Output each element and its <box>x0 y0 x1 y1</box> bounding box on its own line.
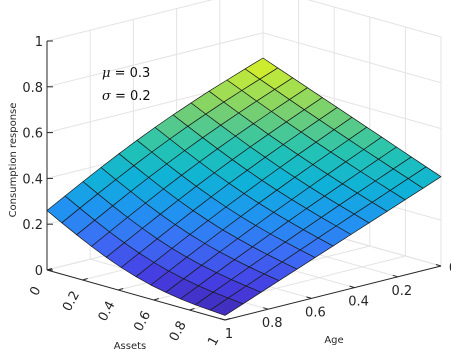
z-tick-label: 1 <box>35 35 43 50</box>
y-tick-mark <box>349 285 355 289</box>
x-tick-label: 1 <box>205 334 222 348</box>
x-tick-label: 0.8 <box>167 319 190 344</box>
x-tick-mark <box>118 288 124 291</box>
y-tick-mark <box>392 274 398 278</box>
surface-cell <box>209 297 244 316</box>
sigma-annotation: σ = 0.2 <box>102 89 151 104</box>
axes <box>46 40 442 321</box>
sigma-value: = 0.2 <box>111 89 151 104</box>
gridline-back-wall <box>46 32 264 88</box>
y-axis-title: Age <box>324 335 343 346</box>
x-tick-label: 0.6 <box>131 309 154 334</box>
z-tick-label: 0.8 <box>22 81 43 96</box>
gridline-right-wall <box>307 0 442 38</box>
y-tick-label: 0.8 <box>262 316 283 331</box>
y-tick-label: 0.4 <box>348 295 369 310</box>
gridline-back-wall <box>46 0 214 42</box>
z-tick-label: 0.4 <box>22 172 43 187</box>
z-axis-title: Consumption response <box>8 103 19 218</box>
x-tick-mark <box>153 298 159 301</box>
y-axis-line <box>224 265 442 321</box>
z-tick-label: 0 <box>35 264 43 279</box>
z-tick-label: 0.2 <box>22 218 43 233</box>
x-axis-line <box>46 269 226 321</box>
x-tick-label: 0.4 <box>96 299 119 324</box>
y-tick-mark <box>435 264 442 267</box>
surface <box>46 57 442 316</box>
mu-symbol: μ <box>102 66 110 81</box>
mu-value: = 0.3 <box>110 66 150 81</box>
y-tick-mark <box>219 318 226 321</box>
z-tick-label: 0.6 <box>22 127 43 142</box>
y-tick-label: 0.2 <box>391 284 412 299</box>
x-tick-mark <box>224 318 231 321</box>
x-tick-label: 0 <box>27 284 44 298</box>
sigma-symbol: σ <box>102 89 112 104</box>
x-tick-mark <box>189 308 195 311</box>
x-tick-mark <box>82 278 88 281</box>
gridline-right-wall <box>262 32 442 84</box>
y-tick-label: 0.6 <box>305 305 326 320</box>
x-tick-mark <box>46 268 53 271</box>
y-tick-label-corner: 0 <box>449 261 451 276</box>
mu-annotation: μ = 0.3 <box>102 66 150 81</box>
x-tick-label: 0.2 <box>60 289 83 314</box>
y-tick-mark <box>263 307 269 310</box>
y-tick-label: 1 <box>225 327 233 342</box>
y-tick-mark <box>306 296 312 299</box>
x-axis-title: Assets <box>114 341 147 352</box>
